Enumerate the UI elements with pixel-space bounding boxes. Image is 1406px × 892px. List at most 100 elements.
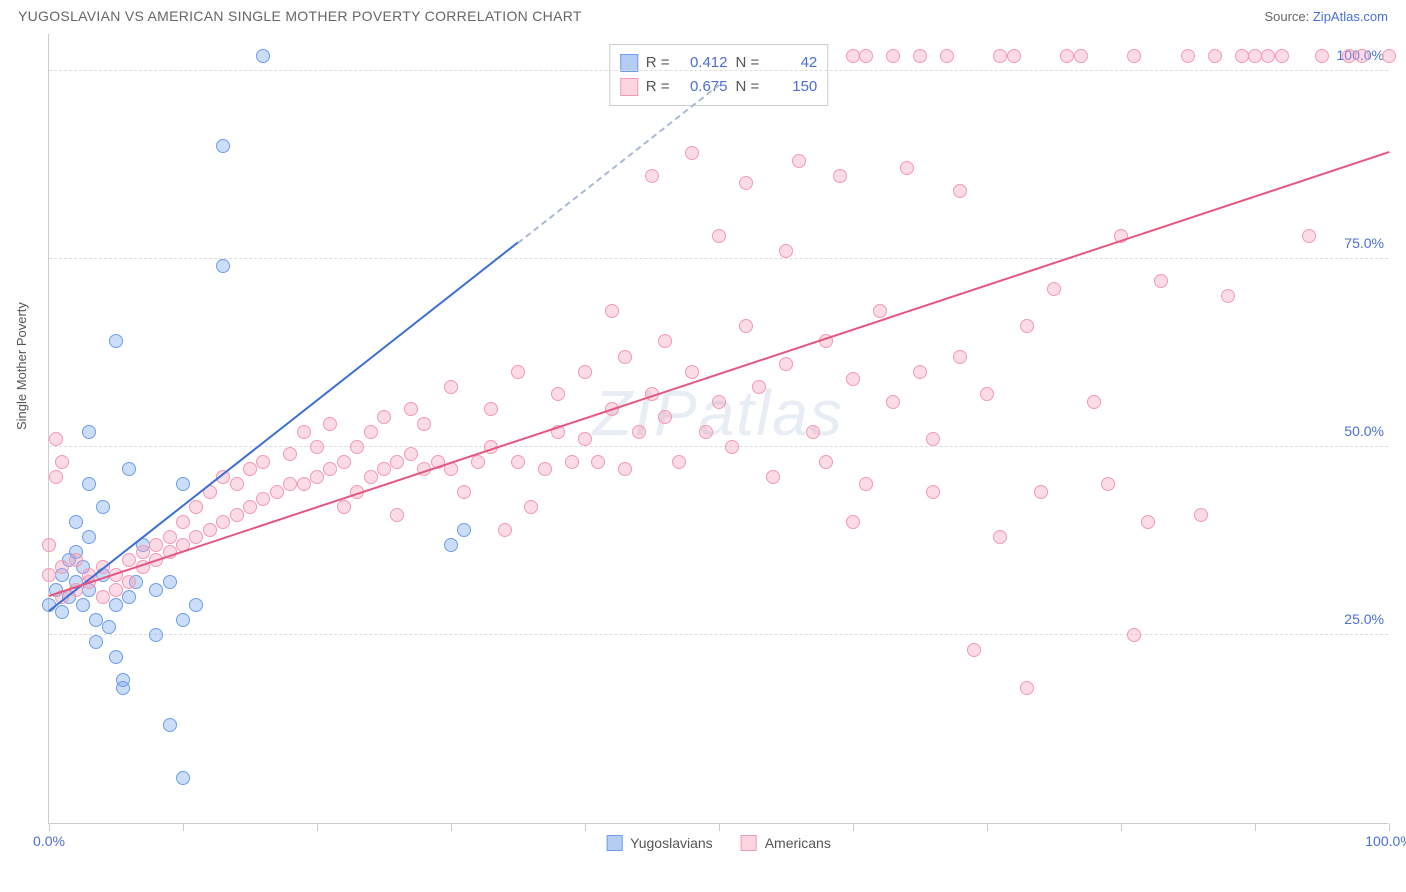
scatter-point <box>310 470 324 484</box>
y-tick-label: 25.0% <box>1344 611 1390 627</box>
scatter-point <box>1047 282 1061 296</box>
scatter-point <box>189 500 203 514</box>
correlation-stats-box: R = 0.412 N = 42R =0.675N =150 <box>609 44 829 106</box>
scatter-point <box>364 425 378 439</box>
scatter-point <box>511 455 525 469</box>
scatter-point <box>444 380 458 394</box>
scatter-point <box>323 417 337 431</box>
scatter-point <box>524 500 538 514</box>
x-tick <box>451 823 452 831</box>
x-tick <box>49 823 50 831</box>
scatter-point <box>1221 289 1235 303</box>
scatter-point <box>404 447 418 461</box>
scatter-point <box>833 169 847 183</box>
scatter-point <box>176 515 190 529</box>
scatter-point <box>96 590 110 604</box>
scatter-point <box>55 560 69 574</box>
source-link[interactable]: ZipAtlas.com <box>1313 9 1388 24</box>
scatter-point <box>76 598 90 612</box>
trend-line <box>49 151 1390 597</box>
scatter-point <box>913 365 927 379</box>
scatter-point <box>551 387 565 401</box>
scatter-point <box>256 49 270 63</box>
scatter-point <box>42 538 56 552</box>
scatter-point <box>283 477 297 491</box>
scatter-point <box>819 455 833 469</box>
scatter-point <box>109 583 123 597</box>
scatter-point <box>189 598 203 612</box>
scatter-point <box>739 319 753 333</box>
scatter-point <box>538 462 552 476</box>
scatter-point <box>859 49 873 63</box>
watermark-text: ZIPatlas <box>593 376 844 450</box>
stat-n-value: 42 <box>767 51 817 75</box>
scatter-point <box>69 553 83 567</box>
scatter-point <box>953 350 967 364</box>
x-tick <box>853 823 854 831</box>
legend-item: Americans <box>741 835 831 851</box>
scatter-point <box>82 477 96 491</box>
scatter-point <box>605 304 619 318</box>
scatter-point <box>1020 319 1034 333</box>
stat-n-label: N = <box>736 75 760 99</box>
scatter-point <box>618 350 632 364</box>
scatter-point <box>1034 485 1048 499</box>
scatter-point <box>859 477 873 491</box>
scatter-point <box>739 176 753 190</box>
x-tick <box>585 823 586 831</box>
header-bar: YUGOSLAVIAN VS AMERICAN SINGLE MOTHER PO… <box>0 0 1406 28</box>
scatter-point <box>297 477 311 491</box>
x-tick <box>317 823 318 831</box>
scatter-point <box>390 508 404 522</box>
stats-row: R =0.412N =42 <box>620 51 818 75</box>
x-tick <box>1121 823 1122 831</box>
x-tick <box>183 823 184 831</box>
scatter-point <box>42 568 56 582</box>
scatter-point <box>55 455 69 469</box>
scatter-point <box>1355 49 1369 63</box>
x-tick-label: 100.0% <box>1365 833 1406 849</box>
scatter-point <box>69 515 83 529</box>
scatter-point <box>149 583 163 597</box>
scatter-point <box>216 139 230 153</box>
scatter-point <box>122 462 136 476</box>
scatter-point <box>163 530 177 544</box>
legend-item: Yugoslavians <box>606 835 713 851</box>
scatter-point <box>1141 515 1155 529</box>
scatter-point <box>471 455 485 469</box>
gridline <box>49 258 1388 259</box>
scatter-point <box>189 530 203 544</box>
scatter-point <box>645 169 659 183</box>
stats-row: R =0.675N =150 <box>620 75 818 99</box>
scatter-point <box>926 485 940 499</box>
scatter-point <box>457 485 471 499</box>
stat-r-label: R = <box>646 51 670 75</box>
scatter-point <box>967 643 981 657</box>
scatter-point <box>149 628 163 642</box>
scatter-point <box>1275 49 1289 63</box>
scatter-point <box>792 154 806 168</box>
scatter-point <box>1248 49 1262 63</box>
x-tick-label: 0.0% <box>33 833 65 849</box>
scatter-point <box>1127 628 1141 642</box>
scatter-point <box>297 425 311 439</box>
scatter-point <box>511 365 525 379</box>
x-tick <box>987 823 988 831</box>
gridline <box>49 446 1388 447</box>
scatter-point <box>1315 49 1329 63</box>
scatter-point <box>993 530 1007 544</box>
scatter-point <box>1194 508 1208 522</box>
scatter-point <box>1060 49 1074 63</box>
scatter-point <box>364 470 378 484</box>
scatter-point <box>96 500 110 514</box>
scatter-point <box>752 380 766 394</box>
scatter-point <box>163 718 177 732</box>
scatter-point <box>926 432 940 446</box>
scatter-point <box>658 334 672 348</box>
scatter-point <box>993 49 1007 63</box>
stat-r-value: 0.412 <box>678 51 728 75</box>
scatter-point <box>109 650 123 664</box>
scatter-point <box>1007 49 1021 63</box>
scatter-point <box>484 402 498 416</box>
scatter-point <box>1208 49 1222 63</box>
